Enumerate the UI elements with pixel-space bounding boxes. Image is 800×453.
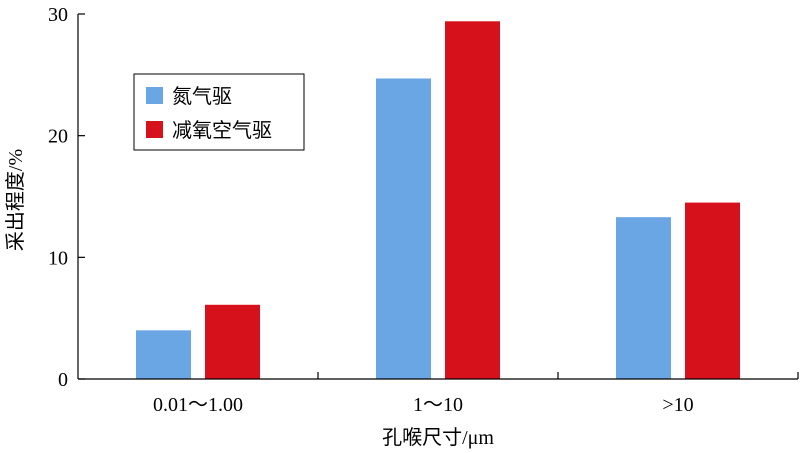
x-ticks-group: 0.01～1.00 1～10 >10 [153, 372, 799, 416]
y-tick-label: 10 [48, 247, 68, 269]
legend: 氮气驱 减氧空气驱 [133, 73, 305, 151]
bars-group [136, 21, 740, 380]
bar-reduced-oxygen-air-2 [685, 202, 740, 379]
y-tick-label: 30 [48, 4, 68, 26]
bar-nitrogen-0 [136, 330, 191, 379]
y-tick-label: 20 [48, 126, 68, 148]
bar-nitrogen-2 [616, 217, 671, 379]
legend-swatch-reduced-oxygen-air [146, 121, 163, 138]
y-axis-label: 采出程度/% [4, 149, 27, 251]
x-tick-label: 0.01～1.00 [153, 394, 243, 416]
bar-nitrogen-1 [376, 78, 431, 379]
legend-label-reduced-oxygen-air: 减氧空气驱 [172, 119, 272, 142]
bar-reduced-oxygen-air-0 [205, 304, 260, 379]
y-tick-label: 0 [58, 369, 68, 391]
y-ticks-group: 0 10 20 30 [48, 4, 85, 391]
legend-swatch-nitrogen [146, 87, 163, 104]
x-tick-label: >10 [662, 394, 693, 416]
legend-label-nitrogen: 氮气驱 [172, 85, 232, 108]
x-axis-label: 孔喉尺寸/μm [382, 426, 494, 449]
bar-reduced-oxygen-air-1 [445, 21, 500, 380]
axes-group [77, 14, 798, 380]
x-tick-label: 1～10 [413, 394, 463, 416]
